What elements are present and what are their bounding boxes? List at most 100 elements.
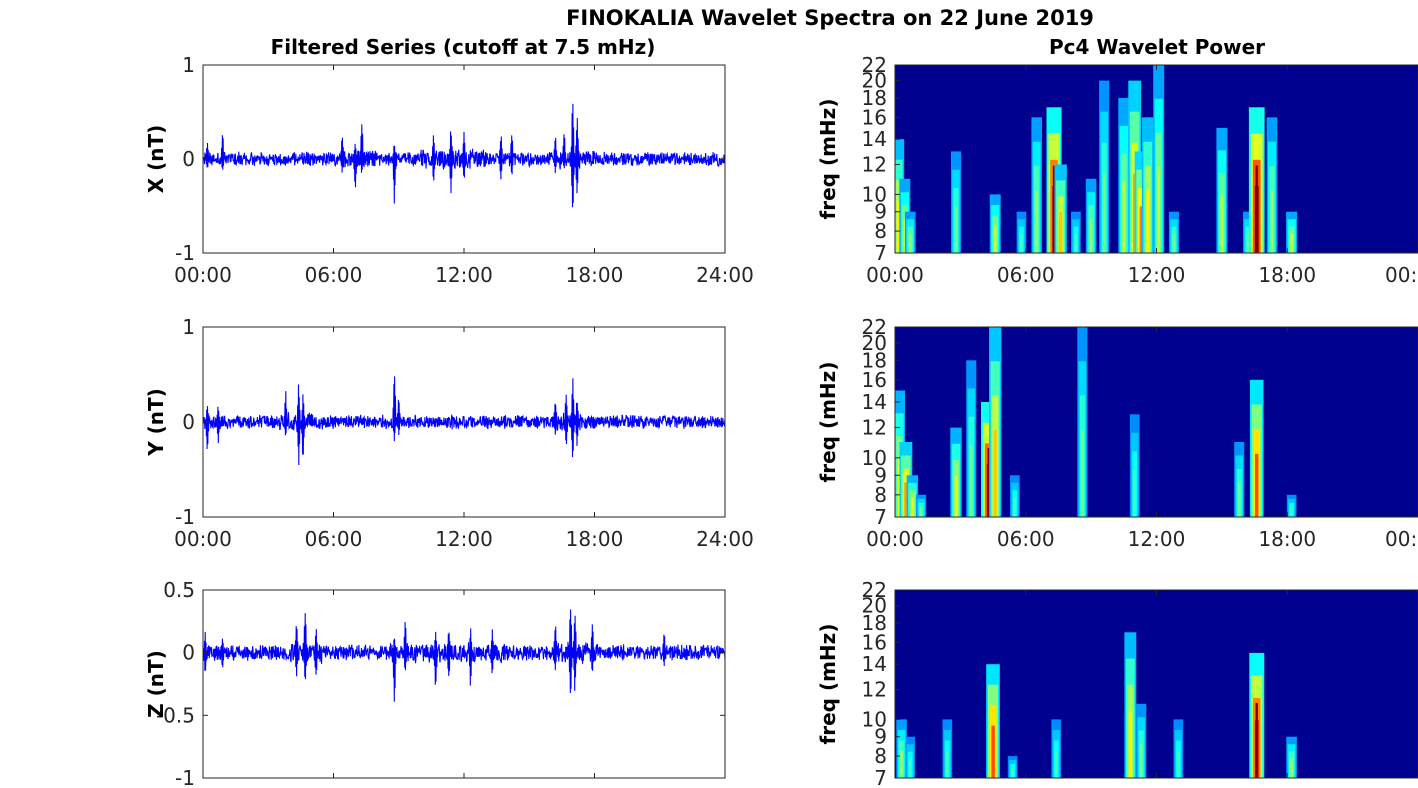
wavelet-burst xyxy=(919,506,923,517)
wavelet-burst xyxy=(1290,759,1293,778)
wavelet-burst xyxy=(908,234,912,253)
y-tick-label: 7 xyxy=(874,766,887,788)
y-tick-label: 9 xyxy=(874,463,887,487)
wavelet-burst xyxy=(1146,190,1150,253)
y-tick-label: -1 xyxy=(175,766,195,788)
y-tick-label: 18 xyxy=(862,348,887,372)
y-tick-label: 16 xyxy=(862,630,887,654)
series-z-panel: -1 -0.5 0 0.5 Z (nT) xyxy=(144,578,726,788)
y-tick-label: 16 xyxy=(862,368,887,392)
wavelet-burst-peak xyxy=(1255,702,1258,778)
wavelet-burst xyxy=(1089,218,1093,253)
y-tick-label: -0.5 xyxy=(156,703,195,727)
series-y-panel: -1 0 1 Y (nT) 00:00 06:00 12:00 18:00 24:00 xyxy=(144,315,754,551)
series-x-frame xyxy=(202,64,726,254)
y-tick-label: 8 xyxy=(874,744,887,768)
wavelet-burst xyxy=(897,458,901,517)
y-tick-label: 10 xyxy=(862,707,887,731)
x-tick-label: 12:00 xyxy=(435,527,493,551)
wavelet-burst xyxy=(1102,173,1106,253)
x-tick-label: 24:00 xyxy=(696,527,754,551)
y-tick-label: 14 xyxy=(862,652,887,676)
x-tick-label: 00:00 xyxy=(174,263,232,287)
wavelet-burst xyxy=(900,751,903,778)
wavelet-burst xyxy=(970,444,973,517)
wavelet-burst xyxy=(903,218,907,253)
wavelet-burst xyxy=(946,751,949,778)
wavelet-burst xyxy=(1013,497,1016,517)
y-tick-label: 7 xyxy=(874,505,887,529)
wavelet-burst xyxy=(1035,190,1038,253)
y-tick-label: 0 xyxy=(182,410,195,434)
series-x-panel: -1 0 1 X (nT) 00:00 06:00 12:00 18:00 24:00 xyxy=(144,53,754,287)
y-tick-label: 16 xyxy=(862,105,887,129)
x-tick-label: 12:00 xyxy=(435,263,493,287)
y-tick-label: -1 xyxy=(175,505,195,529)
wavelet-burst xyxy=(954,206,958,253)
x-tick-label: 06:00 xyxy=(997,527,1055,551)
wavelet-burst xyxy=(993,429,997,517)
x-tick-label: 18:00 xyxy=(1258,263,1316,287)
wavelet-burst xyxy=(993,226,997,253)
y-tick-label: 9 xyxy=(874,200,887,224)
y-tick-label: 20 xyxy=(862,594,887,618)
wavelet-z-background xyxy=(895,590,1418,778)
y-tick-label: 0 xyxy=(182,641,195,665)
series-y-frame xyxy=(202,326,726,518)
right-column-title: Pc4 Wavelet Power xyxy=(1049,35,1265,59)
y-tick-label: 12 xyxy=(862,416,887,440)
wavelet-burst xyxy=(1122,181,1126,253)
wavelet-burst xyxy=(1290,506,1293,517)
y-tick-label: 1 xyxy=(182,53,195,77)
wavelet-burst xyxy=(1172,234,1176,253)
wavelet-burst xyxy=(1140,743,1143,778)
left-column-title: Filtered Series (cutoff at 7.5 mHz) xyxy=(271,35,656,59)
x-tick-label: 18:00 xyxy=(1258,527,1316,551)
x-tick-label: 00:00 xyxy=(866,527,924,551)
wavelet-burst xyxy=(1081,429,1084,517)
y-tick-label: 20 xyxy=(862,69,887,93)
x-tick-label: 18:00 xyxy=(566,527,624,551)
wavelet-burst xyxy=(904,482,908,517)
y-tick-label: 10 xyxy=(862,446,887,470)
series-x-trace xyxy=(203,103,725,208)
wavelet-burst xyxy=(1059,212,1063,253)
y-tick-label: 14 xyxy=(862,127,887,151)
y-tick-label: 8 xyxy=(874,219,887,243)
y-axis-label: freq (mHz) xyxy=(816,362,840,483)
y-tick-label: 8 xyxy=(874,483,887,507)
x-tick-label: 00:00 xyxy=(866,263,924,287)
y-axis-label: Y (nT) xyxy=(144,388,168,457)
wavelet-burst xyxy=(991,725,995,778)
wavelet-burst-peak xyxy=(1052,165,1056,253)
wavelet-burst xyxy=(909,759,912,778)
y-tick-label: 18 xyxy=(862,86,887,110)
x-tick-label: 24:00 xyxy=(696,263,754,287)
x-tick-label: 06:00 xyxy=(997,263,1055,287)
wavelet-burst-peak xyxy=(987,448,990,517)
wavelet-burst xyxy=(1220,195,1224,253)
wavelet-burst xyxy=(1270,190,1274,253)
x-tick-label: 12:00 xyxy=(1128,527,1186,551)
wavelet-burst xyxy=(1177,751,1180,778)
y-axis-label: Z (nT) xyxy=(144,650,168,718)
x-tick-label: 18:00 xyxy=(566,263,624,287)
y-tick-label: 20 xyxy=(862,331,887,355)
x-tick-label: 00:00 xyxy=(1385,527,1418,551)
y-axis-label: freq (mHz) xyxy=(816,624,840,745)
wavelet-burst xyxy=(1157,166,1161,253)
wavelet-burst xyxy=(1055,751,1058,778)
wavelet-y-frame xyxy=(894,326,1418,518)
series-z-plot-area xyxy=(203,590,725,778)
y-tick-label: 7 xyxy=(874,241,887,265)
y-tick-label: 22 xyxy=(862,578,887,602)
x-tick-label: 12:00 xyxy=(1128,263,1186,287)
y-tick-label: 0 xyxy=(182,147,195,171)
y-tick-label: 22 xyxy=(862,53,887,77)
wavelet-z-frame xyxy=(894,589,1418,779)
y-tick-label: 9 xyxy=(874,725,887,749)
y-tick-label: -1 xyxy=(175,241,195,265)
wavelet-burst xyxy=(1290,234,1293,253)
